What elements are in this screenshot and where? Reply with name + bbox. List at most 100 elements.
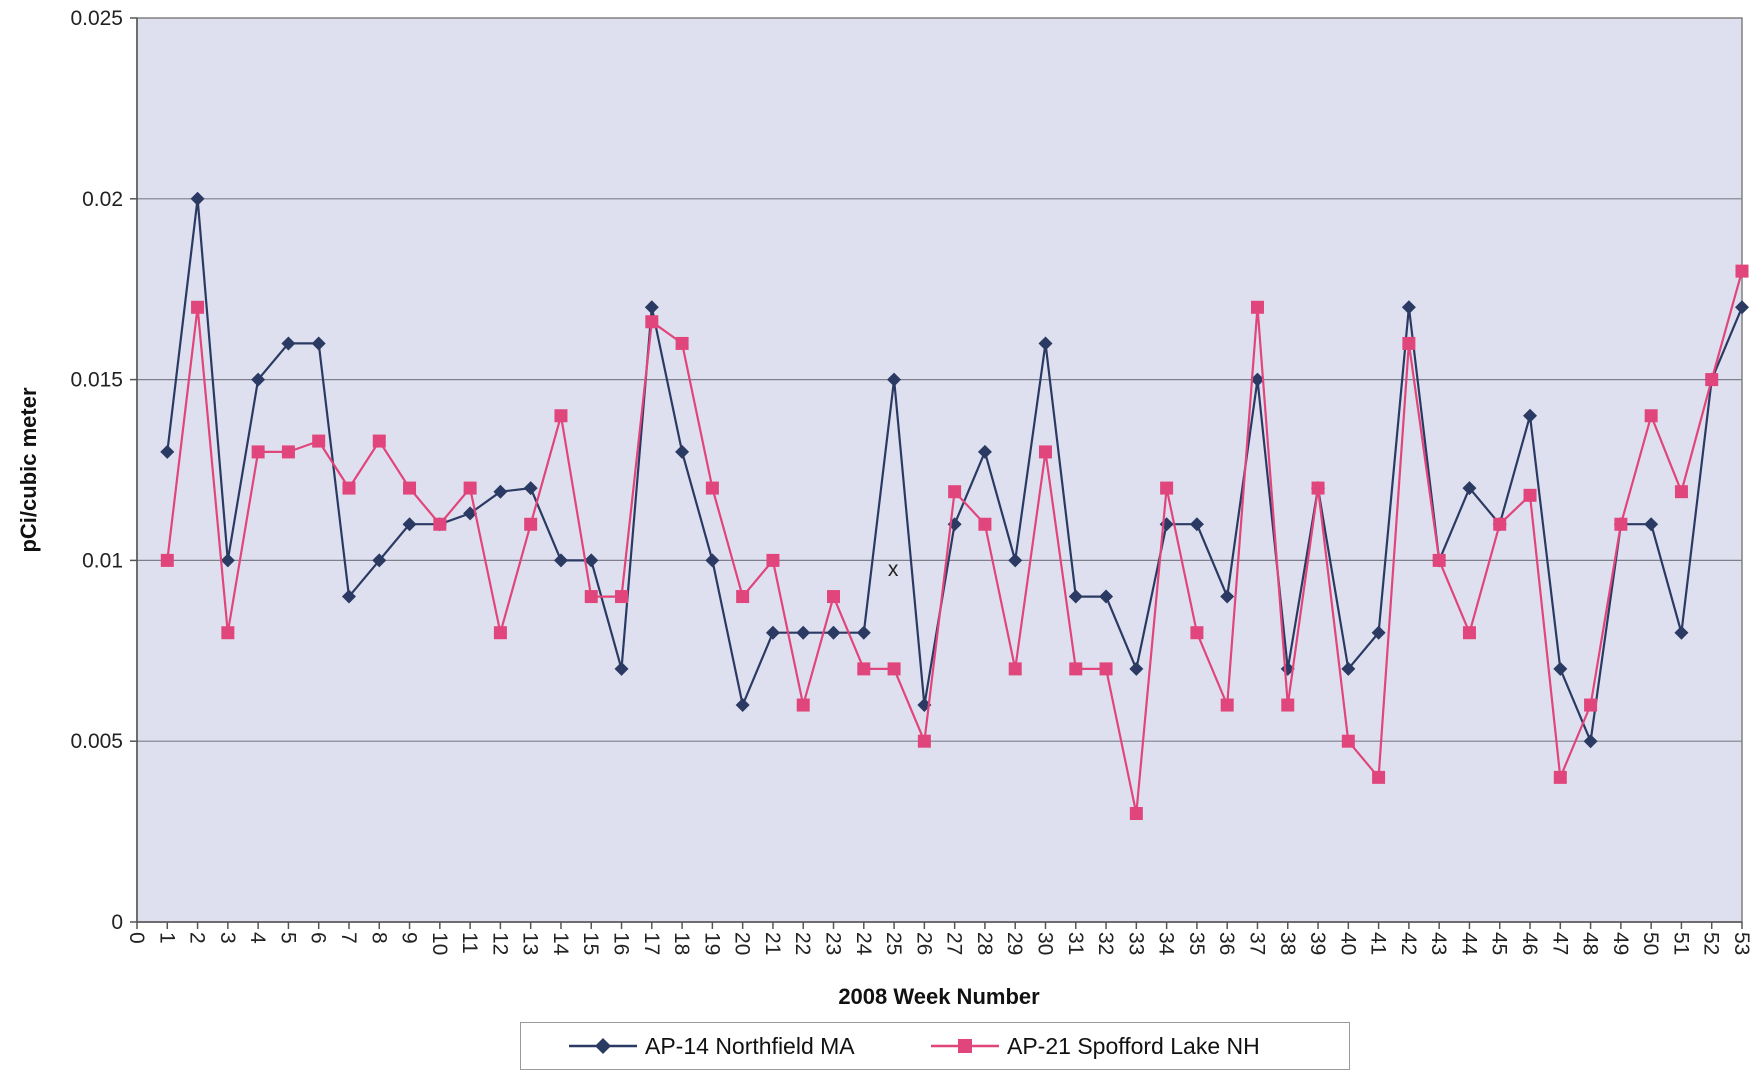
data-point xyxy=(1372,770,1386,784)
legend-item-spofford: AP-21 Spofford Lake NH xyxy=(931,1023,1260,1069)
data-point xyxy=(311,336,326,351)
x-tick-label: 32 xyxy=(1094,932,1117,955)
data-point xyxy=(433,517,447,531)
data-point xyxy=(1674,485,1688,499)
data-point xyxy=(1008,553,1023,568)
data-point xyxy=(1129,661,1144,676)
data-point xyxy=(584,553,599,568)
y-axis-title: pCi/cubic meter xyxy=(16,387,41,552)
data-point xyxy=(766,553,780,567)
data-point xyxy=(856,625,871,640)
data-point xyxy=(493,626,507,640)
x-tick-label: 11 xyxy=(458,932,481,954)
data-point xyxy=(342,481,356,495)
data-point xyxy=(1705,373,1719,387)
x-tick-label: 17 xyxy=(640,932,663,955)
data-point xyxy=(251,445,265,459)
data-point xyxy=(1432,553,1446,567)
data-point xyxy=(1644,409,1658,423)
x-tick-label: 27 xyxy=(943,932,966,955)
data-point xyxy=(1069,662,1083,676)
data-point xyxy=(190,191,205,206)
data-point xyxy=(1038,445,1052,459)
data-point xyxy=(644,300,659,315)
data-point xyxy=(1160,481,1174,495)
data-point xyxy=(978,517,992,531)
legend: AP-14 Northfield MA AP-21 Spofford Lake … xyxy=(520,1022,1350,1070)
data-point xyxy=(645,315,659,329)
data-point xyxy=(948,485,962,499)
x-tick-label: 16 xyxy=(610,932,633,955)
data-point xyxy=(1371,625,1386,640)
data-point xyxy=(1099,662,1113,676)
x-tick-label: 41 xyxy=(1367,932,1390,955)
y-tick-label: 0.005 xyxy=(70,730,123,753)
x-tick-label: 46 xyxy=(1518,932,1541,955)
x-tick-label: 44 xyxy=(1457,932,1480,956)
data-point xyxy=(1735,264,1749,278)
data-point xyxy=(1189,517,1204,532)
data-point xyxy=(160,553,174,567)
data-point xyxy=(1341,734,1355,748)
series-2 xyxy=(160,264,1749,821)
x-tick-label: 8 xyxy=(367,932,390,944)
data-point xyxy=(251,372,266,387)
data-point xyxy=(1553,770,1567,784)
x-tick-label: 18 xyxy=(670,932,693,955)
x-tick-label: 9 xyxy=(398,932,421,944)
data-point xyxy=(1281,698,1295,712)
x-tick-label: 29 xyxy=(1003,932,1026,955)
x-tick-label: 26 xyxy=(912,932,935,955)
data-point xyxy=(403,481,417,495)
x-tick-label: 14 xyxy=(549,932,572,956)
data-point xyxy=(372,553,387,568)
data-point xyxy=(705,481,719,495)
x-tick-label: 40 xyxy=(1336,932,1359,955)
series-layer xyxy=(160,191,1749,821)
data-point xyxy=(735,698,750,713)
x-tick-label: 23 xyxy=(822,932,845,955)
data-point xyxy=(1523,408,1538,423)
x-tick-label: 45 xyxy=(1488,932,1511,955)
data-point xyxy=(1311,481,1325,495)
data-point xyxy=(1583,734,1598,749)
data-point xyxy=(220,553,235,568)
data-point xyxy=(1493,517,1507,531)
annotation-text: x xyxy=(888,558,899,581)
x-tick-label: 51 xyxy=(1669,932,1692,955)
data-point xyxy=(675,336,689,350)
data-point xyxy=(1341,661,1356,676)
data-point xyxy=(887,372,902,387)
data-point xyxy=(1401,300,1416,315)
data-point xyxy=(554,409,568,423)
data-point xyxy=(1220,589,1235,604)
x-tick-label: 3 xyxy=(216,932,239,944)
data-point xyxy=(675,444,690,459)
data-point xyxy=(1250,300,1264,314)
data-point xyxy=(1220,698,1234,712)
x-tick-label: 15 xyxy=(579,932,602,955)
data-point xyxy=(493,484,508,499)
data-point xyxy=(1644,517,1659,532)
x-tick-label: 19 xyxy=(700,932,723,955)
data-point xyxy=(796,698,810,712)
data-point xyxy=(463,506,478,521)
data-point xyxy=(1584,698,1598,712)
x-tick-label: 12 xyxy=(488,932,511,955)
x-tick-label: 38 xyxy=(1276,932,1299,955)
data-point xyxy=(160,444,175,459)
y-tick-label: 0.02 xyxy=(82,188,123,211)
data-point xyxy=(341,589,356,604)
x-tick-label: 10 xyxy=(428,932,451,955)
data-point xyxy=(796,625,811,640)
y-tick-label: 0.015 xyxy=(70,369,123,392)
x-tick-label: 7 xyxy=(337,932,360,944)
x-tick-label: 4 xyxy=(246,932,269,944)
x-tick-label: 37 xyxy=(1245,932,1268,955)
data-point xyxy=(765,625,780,640)
x-tick-label: 35 xyxy=(1185,932,1208,955)
data-point xyxy=(1129,807,1143,821)
x-tick-label: 47 xyxy=(1548,932,1571,955)
data-point xyxy=(1402,336,1416,350)
